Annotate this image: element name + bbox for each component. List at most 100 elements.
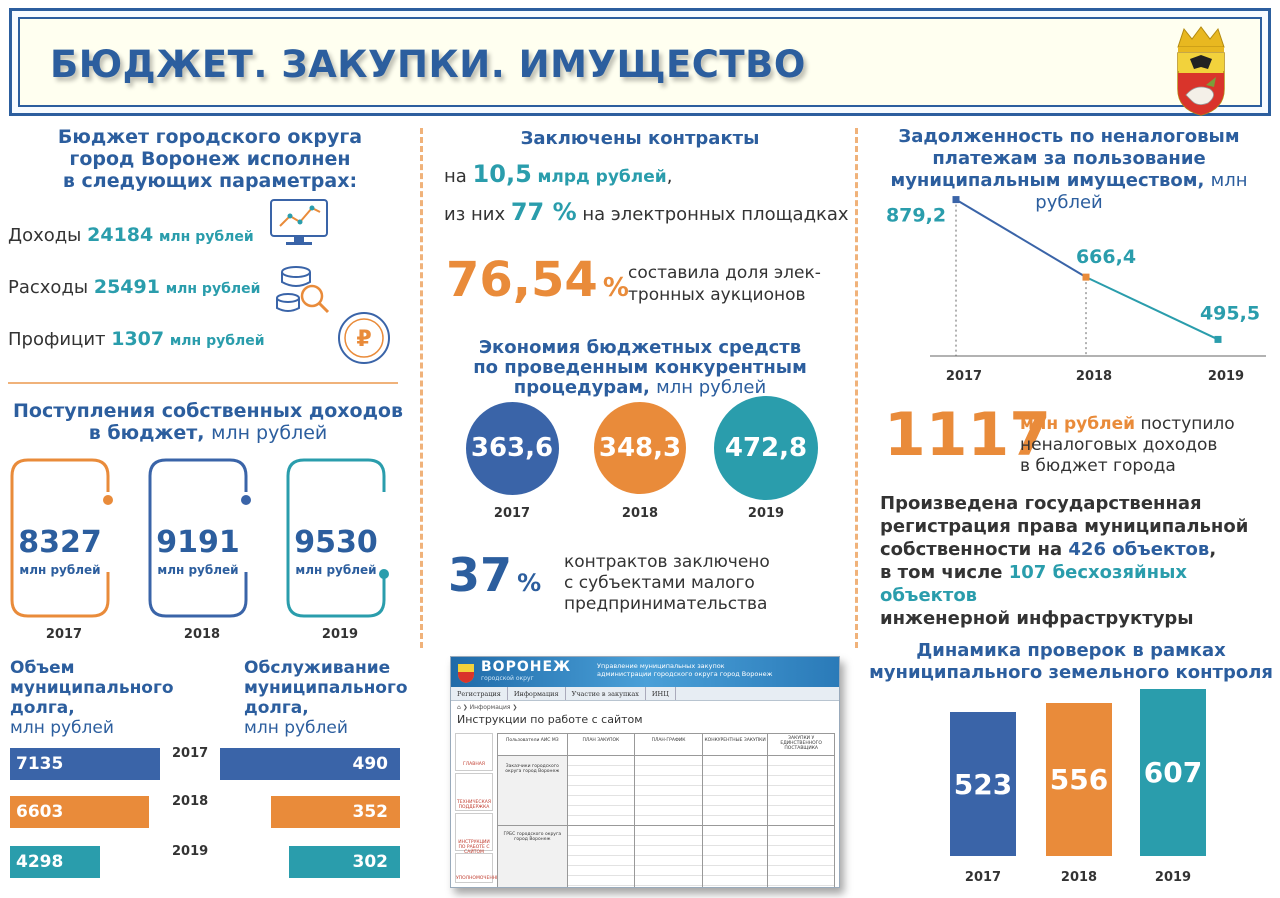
own-revenue-chart: 8327 млн рублей 2017 9191 млн рублей 2018 9530… xyxy=(10,458,389,642)
small-business-share: 37 % xyxy=(448,548,541,602)
small-business-line1: контрактов заключено xyxy=(564,552,770,572)
budget-heading-line1: Бюджет городского округа xyxy=(57,126,363,148)
site-row2-label: ГРБС городского округа город Воронеж xyxy=(498,826,568,887)
site-org-line2: администрации городского округа город Во… xyxy=(597,670,773,678)
budget-heading: Бюджет городского округа город Воронеж и… xyxy=(10,126,410,192)
revenue-frame-dot xyxy=(241,495,251,505)
revenue-frame-dot xyxy=(103,495,113,505)
savings-circle: 472,8 xyxy=(714,396,818,500)
site-org-line1: Управление муниципальных закупок xyxy=(597,662,725,670)
debt-year: 2017 xyxy=(172,746,209,761)
savings-year: 2019 xyxy=(747,506,785,521)
budget-heading-line3: в следующих параметрах: xyxy=(62,170,358,192)
site-nav-participation[interactable]: Участие в закупках xyxy=(566,687,646,700)
auction-text-line1: составила доля элек- xyxy=(628,263,821,283)
site-table-row1: Заказчики городского округа город Вороне… xyxy=(498,756,834,826)
surplus-row: Профицит 1307 млн рублей xyxy=(8,328,265,350)
registration-line3-pre: собственности на xyxy=(880,539,1063,560)
site-brand-sub: городской округ xyxy=(481,675,534,682)
revenue-year: 2017 xyxy=(46,627,82,642)
site-nav-inc[interactable]: ИНЦ xyxy=(646,687,676,700)
contracts-line1-post: , xyxy=(666,166,673,187)
inspections-heading-line2: муниципального земельного контроля xyxy=(869,662,1273,683)
auction-share-pct: % xyxy=(602,273,629,303)
arrears-year: 2017 xyxy=(946,369,982,384)
registration-line5: инженерной инфраструктуры xyxy=(880,608,1194,629)
savings-year: 2018 xyxy=(621,506,659,521)
debt-heading-line2: муниципального xyxy=(10,678,174,698)
registration-text: Произведена государственная регистрация … xyxy=(880,492,1280,630)
debt-service-heading-line2: муниципального xyxy=(244,678,408,698)
surplus-unit: млн рублей xyxy=(169,333,265,349)
inspection-bar: 607 xyxy=(1140,689,1206,856)
revenue-year: 2018 xyxy=(184,627,220,642)
revenue-frame xyxy=(286,458,386,618)
inspection-year: 2019 xyxy=(1154,870,1192,885)
arrears-label: 666,4 xyxy=(1076,246,1136,268)
debt-service-heading: Обслуживание муниципального долга, млн р… xyxy=(244,658,408,738)
arrears-heading-line2: платежам за пользование xyxy=(932,148,1206,169)
debt-heading-line1: Объем xyxy=(10,658,75,678)
inspection-year: 2017 xyxy=(964,870,1002,885)
site-side-support[interactable]: ТЕХНИЧЕСКАЯ ПОДДЕРЖКА xyxy=(455,773,493,811)
savings-heading-line1: Экономия бюджетных средств xyxy=(478,337,802,358)
expense-row: Расходы 25491 млн рублей xyxy=(8,276,260,298)
savings-heading-line2: по проведенным конкурентным xyxy=(473,357,807,378)
revenue-value: 9191 xyxy=(156,525,240,560)
expense-value: 25491 xyxy=(93,276,160,298)
site-col-schedule: ПЛАН-ГРАФИК xyxy=(635,734,703,755)
savings-heading: Экономия бюджетных средств по проведенны… xyxy=(430,338,850,398)
contracts-line1-pre: на xyxy=(444,166,467,187)
auction-text: составила доля элек- тронных аукционов xyxy=(628,262,821,306)
arrears-chart: 879,2 2017 666,4 2018 495,5 2019 xyxy=(886,196,1266,384)
debt-chart: 7135 6603 4298 2017 2018 2019 490 352 302 xyxy=(0,740,410,890)
debt-bar: 4298 xyxy=(10,846,100,878)
revenue-frame-dot xyxy=(379,569,389,579)
revenue-value: 9530 xyxy=(294,525,378,560)
debt-service-heading-line1: Обслуживание xyxy=(244,658,391,678)
small-business-line3: предпринимательства xyxy=(564,594,768,614)
contracts-line1: на 10,5 млрд рублей, xyxy=(444,160,672,188)
revenue-unit: млн рублей xyxy=(19,563,100,577)
expense-label: Расходы xyxy=(8,277,89,298)
site-breadcrumb-item[interactable]: Информация xyxy=(469,704,511,711)
arrears-point xyxy=(1082,273,1090,281)
small-business-pct: % xyxy=(517,569,542,597)
nontax-text-line3: в бюджет города xyxy=(1020,456,1176,476)
revenue-value: 8327 xyxy=(18,525,102,560)
header-frame: БЮДЖЕТ. ЗАКУПКИ. ИМУЩЕСТВО xyxy=(9,8,1271,116)
site-col-single-supplier: ЗАКУПКИ У ЕДИНСТВЕННОГО ПОСТАВЩИКА xyxy=(780,736,822,751)
site-nav: Регистрация Информация Участие в закупка… xyxy=(451,687,839,701)
own-revenue-heading-line1: Поступления собственных доходов xyxy=(12,400,403,422)
coins-magnifier-icon xyxy=(276,266,330,314)
debt-heading-line4: млн рублей xyxy=(10,718,114,738)
website-screenshot: ВОРОНЕЖ городской округ Управление муниц… xyxy=(450,656,840,888)
site-nav-register[interactable]: Регистрация xyxy=(451,687,508,700)
inspection-bar: 523 xyxy=(950,712,1016,856)
budget-heading-line2: город Воронеж исполнен xyxy=(69,148,351,170)
site-side-authorized[interactable]: УПОЛНОМОЧЕННЫЙ xyxy=(455,853,503,883)
arrears-heading-line3: муниципальным имуществом, xyxy=(890,170,1205,191)
site-org: Управление муниципальных закупок админис… xyxy=(597,662,772,678)
site-col-plan: ПЛАН ЗАКУПОК xyxy=(568,734,636,755)
small-business-text: контрактов заключено с субъектами малого… xyxy=(564,552,770,615)
site-side-home[interactable]: ГЛАВНАЯ xyxy=(455,733,493,771)
auction-share: 76,54 % xyxy=(446,252,629,308)
income-value: 24184 xyxy=(87,224,154,246)
nontax-text-line1: поступило xyxy=(1140,414,1235,434)
auction-share-value: 76,54 xyxy=(446,252,598,308)
contracts-line2: из них 77 % на электронных площадках xyxy=(444,198,849,226)
svg-text:₽: ₽ xyxy=(356,327,371,352)
debt-heading: Объем муниципального долга, млн рублей xyxy=(10,658,174,738)
savings-circle: 348,3 xyxy=(594,402,686,494)
site-nav-info[interactable]: Информация xyxy=(508,687,566,700)
arrears-year: 2018 xyxy=(1076,369,1112,384)
debt-bar: 7135 xyxy=(10,748,160,780)
debt-heading-line3: долга, xyxy=(10,698,75,718)
registration-objects: 426 объектов xyxy=(1068,539,1210,560)
site-side-instructions[interactable]: ИНСТРУКЦИИ ПО РАБОТЕ С САЙТОМ xyxy=(455,813,493,855)
separator-left xyxy=(420,128,423,648)
revenue-unit: млн рублей xyxy=(295,563,376,577)
arrears-heading-line1: Задолженность по неналоговым xyxy=(898,126,1240,147)
contracts-amount: 10,5 xyxy=(472,160,532,188)
